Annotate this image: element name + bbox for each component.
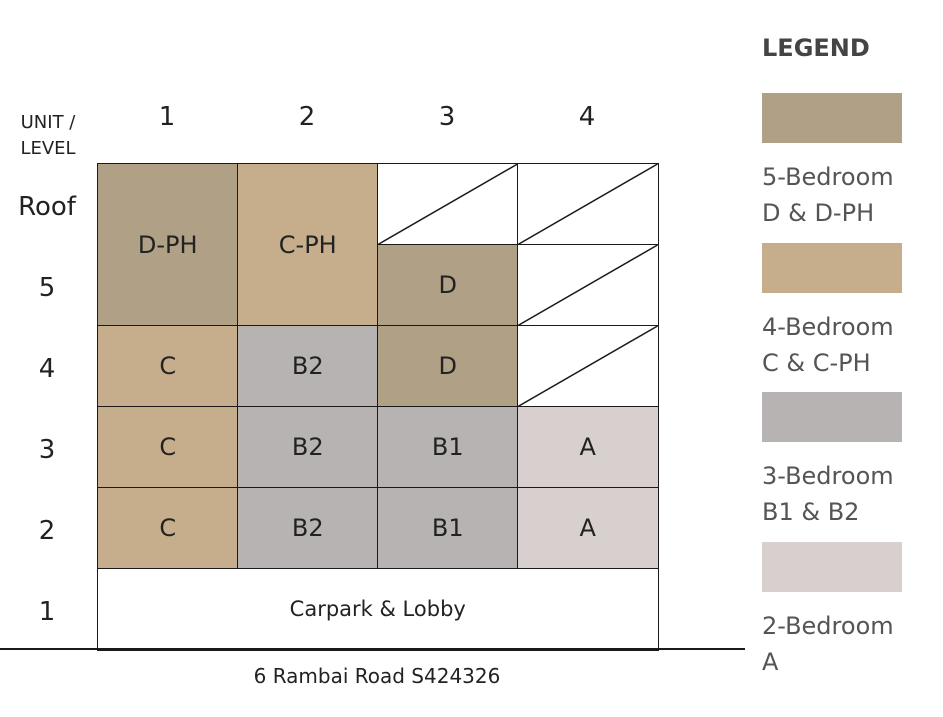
- unit-label: B2: [291, 514, 324, 543]
- unit-cell: C-PH: [237, 163, 379, 327]
- unit-label: A: [579, 433, 596, 462]
- level-label-4: 4: [38, 354, 56, 384]
- unit-label: B1: [431, 514, 464, 543]
- diagonal-hatch: [517, 324, 658, 407]
- unit-cell: A: [517, 406, 659, 489]
- unit-cell: C: [97, 487, 239, 570]
- unit-cell: D-PH: [97, 163, 239, 327]
- unit-label: B1: [431, 433, 464, 462]
- unit-cell: D: [377, 244, 519, 327]
- level-label-1: 1: [38, 597, 56, 627]
- unit-header-1: 1: [158, 102, 176, 132]
- address: 6 Rambai Road S424326: [253, 664, 501, 688]
- empty-cell: [517, 243, 659, 327]
- unit-label: C: [159, 352, 177, 381]
- unit-level-label: UNIT / LEVEL: [20, 112, 76, 159]
- legend-label-5br: 5-Bedroom D & D-PH: [762, 163, 894, 227]
- unit-label: C-PH: [278, 230, 337, 259]
- level-label-5: 5: [38, 273, 56, 303]
- unit-label: D: [438, 352, 457, 381]
- empty-cell: [377, 162, 519, 246]
- legend-label-2br: 2-Bedroom A: [762, 612, 894, 676]
- legend-label-3br: 3-Bedroom B1 & B2: [762, 462, 894, 526]
- unit-label: C: [159, 433, 177, 462]
- unit-cell: A: [517, 487, 659, 570]
- unit-header-2: 2: [298, 102, 316, 132]
- ground-line: [0, 648, 745, 650]
- common-area-cell: Carpark & Lobby: [97, 568, 659, 651]
- unit-cell: D: [377, 325, 519, 408]
- legend-label-4br: 4-Bedroom C & C-PH: [762, 313, 894, 377]
- empty-cell: [517, 162, 659, 246]
- legend-swatch-3br: [762, 392, 902, 442]
- diagonal-hatch: [377, 162, 518, 245]
- diagonal-hatch: [517, 243, 658, 326]
- unit-cell: C: [97, 406, 239, 489]
- unit-label: C: [159, 514, 177, 543]
- unit-label: D-PH: [137, 230, 198, 259]
- diagonal-hatch: [517, 162, 658, 245]
- legend-title: LEGEND: [762, 34, 870, 62]
- unit-cell: B2: [237, 487, 379, 570]
- level-label-3: 3: [38, 435, 56, 465]
- unit-header-3: 3: [438, 102, 456, 132]
- unit-cell: B1: [377, 406, 519, 489]
- unit-cell: B2: [237, 325, 379, 408]
- legend-swatch-2br: [762, 542, 902, 592]
- level-label-2: 2: [38, 516, 56, 546]
- legend-swatch-5br: [762, 93, 902, 143]
- unit-label: D: [438, 271, 457, 300]
- legend-swatch-4br: [762, 243, 902, 293]
- unit-label: A: [579, 514, 596, 543]
- unit-cell: C: [97, 325, 239, 408]
- unit-cell: B2: [237, 406, 379, 489]
- unit-label: B2: [291, 433, 324, 462]
- unit-label: Carpark & Lobby: [289, 597, 466, 622]
- unit-header-4: 4: [578, 102, 596, 132]
- empty-cell: [517, 324, 659, 408]
- unit-cell: B1: [377, 487, 519, 570]
- unit-label: B2: [291, 352, 324, 381]
- level-label-roof: Roof: [18, 192, 76, 222]
